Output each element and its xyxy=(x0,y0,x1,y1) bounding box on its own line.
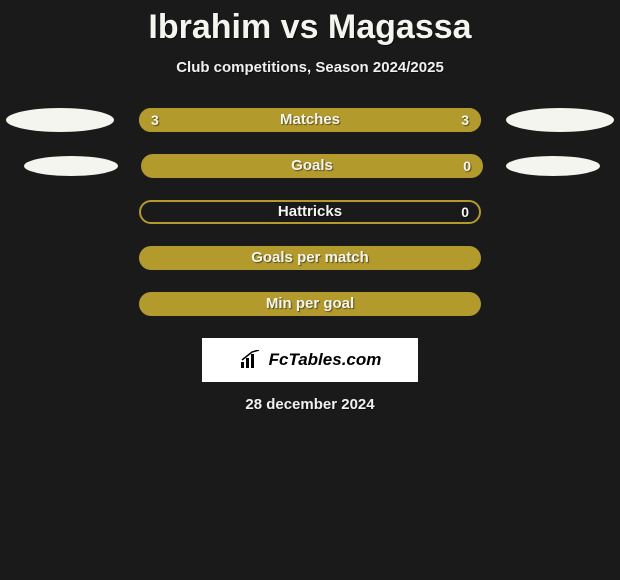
stat-row-matches: 3 Matches 3 xyxy=(0,108,620,132)
source-badge[interactable]: FcTables.com xyxy=(202,338,418,382)
player-left-marker xyxy=(6,108,114,132)
stat-label: Hattricks xyxy=(139,200,481,224)
date-label: 28 december 2024 xyxy=(0,396,620,413)
stat-row-min-per-goal: Min per goal xyxy=(0,292,620,316)
stat-bar-goals-per-match: Goals per match xyxy=(139,246,481,270)
player-right-marker xyxy=(506,108,614,132)
stat-label: Goals xyxy=(141,154,483,178)
comparison-card: Ibrahim vs Magassa Club competitions, Se… xyxy=(0,0,620,413)
stat-row-hattricks: Hattricks 0 xyxy=(0,200,620,224)
badge-text: FcTables.com xyxy=(269,350,382,370)
player-right-marker-small xyxy=(506,156,600,176)
stat-bar-matches: 3 Matches 3 xyxy=(139,108,481,132)
player-left-marker-small xyxy=(24,156,118,176)
stat-value-right: 0 xyxy=(461,200,469,224)
stat-row-goals: Goals 0 xyxy=(0,154,620,178)
subtitle: Club competitions, Season 2024/2025 xyxy=(0,59,620,76)
stat-bar-min-per-goal: Min per goal xyxy=(139,292,481,316)
stat-label: Goals per match xyxy=(139,246,481,270)
page-title: Ibrahim vs Magassa xyxy=(0,8,620,47)
stat-bar-goals: Goals 0 xyxy=(141,154,483,178)
chart-icon xyxy=(239,350,263,370)
stat-label: Matches xyxy=(139,108,481,132)
stat-value-right: 3 xyxy=(461,108,469,132)
stat-bar-hattricks: Hattricks 0 xyxy=(139,200,481,224)
stat-value-right: 0 xyxy=(463,154,471,178)
stat-label: Min per goal xyxy=(139,292,481,316)
stat-row-goals-per-match: Goals per match xyxy=(0,246,620,270)
